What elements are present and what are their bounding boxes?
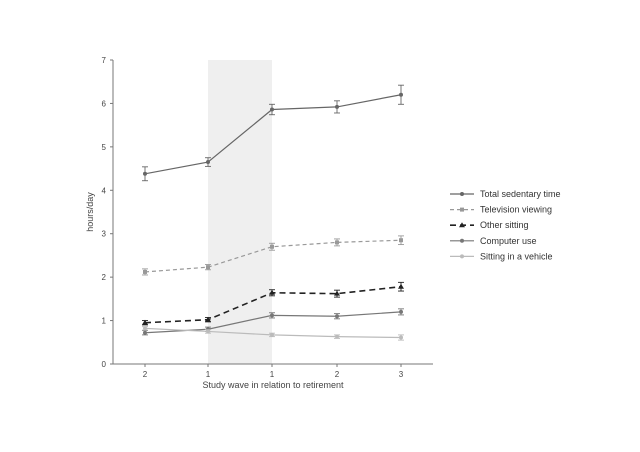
point-marker xyxy=(399,92,403,97)
legend: Total sedentary time Television viewing Ot… xyxy=(450,189,561,261)
legend-marker xyxy=(459,222,465,228)
point-marker xyxy=(142,319,148,325)
legend-item-other-sitting: Other sitting xyxy=(450,220,529,230)
y-tick-label: 2 xyxy=(102,273,107,282)
point-marker xyxy=(334,290,340,296)
series-other-sitting xyxy=(142,281,404,326)
point-marker xyxy=(205,316,211,322)
legend-marker xyxy=(460,254,464,259)
legend-label: Other sitting xyxy=(480,220,529,230)
point-marker xyxy=(399,309,403,314)
point-marker xyxy=(206,329,210,334)
point-marker xyxy=(143,326,147,331)
series-total-sedentary-time xyxy=(142,84,404,182)
legend-item-total-sedentary-time: Total sedentary time xyxy=(450,189,561,199)
x-tick-label: 2 xyxy=(335,370,340,379)
point-marker xyxy=(269,289,275,295)
series-line-television-viewing xyxy=(144,239,402,273)
y-tick-label: 5 xyxy=(102,143,107,152)
point-marker xyxy=(143,269,147,274)
y-axis-title: hours/day xyxy=(85,192,95,232)
y-ticks: 0 1 2 3 4 5 6 7 xyxy=(102,56,113,369)
point-marker xyxy=(270,244,274,249)
shaded-region xyxy=(208,60,272,364)
point-marker xyxy=(398,283,404,289)
point-marker xyxy=(143,330,147,335)
series-television-viewing xyxy=(142,235,404,276)
series-layer xyxy=(142,84,404,341)
y-tick-label: 3 xyxy=(102,230,107,239)
series-computer-use xyxy=(142,308,404,336)
y-tick-label: 1 xyxy=(102,317,107,326)
x-tick-label: 2 xyxy=(143,370,148,379)
legend-marker xyxy=(460,207,464,212)
point-marker xyxy=(335,240,339,245)
point-marker xyxy=(399,238,403,243)
legend-label: Total sedentary time xyxy=(480,189,561,199)
legend-marker xyxy=(460,238,464,243)
x-ticks: 2 1 1 2 3 xyxy=(143,364,404,379)
legend-item-computer-use: Computer use xyxy=(450,236,537,246)
point-marker xyxy=(270,332,274,337)
y-tick-label: 6 xyxy=(102,99,107,108)
y-tick-label: 4 xyxy=(102,186,107,195)
y-tick-label: 7 xyxy=(102,56,107,65)
x-axis-title: Study wave in relation to retirement xyxy=(202,380,344,390)
legend-marker xyxy=(460,192,464,196)
legend-item-sitting-in-a-vehicle: Sitting in a vehicle xyxy=(450,251,553,261)
point-marker xyxy=(399,335,403,340)
point-marker xyxy=(206,160,210,165)
y-tick-label: 0 xyxy=(102,360,107,369)
x-tick-label: 1 xyxy=(206,370,211,379)
point-marker xyxy=(335,314,339,319)
point-marker xyxy=(335,104,339,109)
point-marker xyxy=(335,334,339,339)
legend-label: Television viewing xyxy=(480,205,552,215)
point-marker xyxy=(270,107,274,112)
series-line-total-sedentary-time xyxy=(144,94,402,175)
legend-label: Sitting in a vehicle xyxy=(480,251,553,261)
x-tick-label: 1 xyxy=(270,370,275,379)
point-marker xyxy=(143,171,147,176)
point-marker xyxy=(270,313,274,318)
legend-label: Computer use xyxy=(480,236,537,246)
series-sitting-in-a-vehicle xyxy=(142,326,404,341)
point-marker xyxy=(206,265,210,270)
x-tick-label: 3 xyxy=(399,370,404,379)
legend-item-television-viewing: Television viewing xyxy=(450,205,552,215)
